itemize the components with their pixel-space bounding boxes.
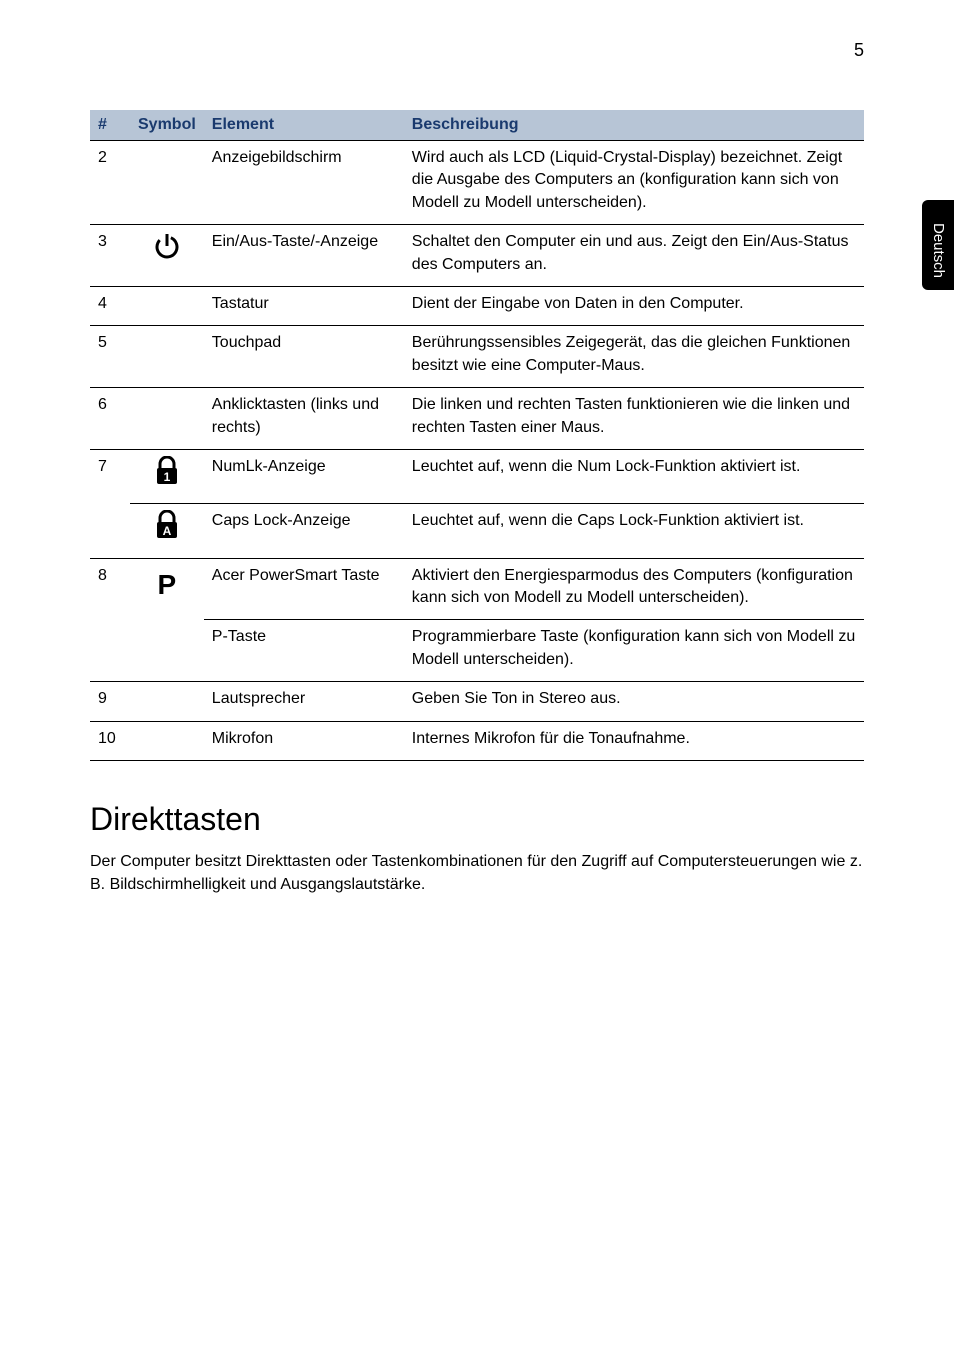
cell-symbol [130, 326, 204, 388]
cell-desc: Aktiviert den Energiesparmodus des Compu… [404, 558, 864, 620]
components-table: # Symbol Element Beschreibung 2 Anzeigeb… [90, 110, 864, 761]
cell-element: Lautsprecher [204, 682, 404, 721]
cell-num: 6 [90, 388, 130, 450]
cell-symbol [130, 286, 204, 325]
table-row: 6 Anklicktasten (links und rechts) Die l… [90, 388, 864, 450]
cell-symbol [130, 225, 204, 287]
cell-num: 10 [90, 721, 130, 760]
cell-element: Caps Lock-Anzeige [204, 504, 404, 558]
cell-desc: Leuchtet auf, wenn die Caps Lock-Funktio… [404, 504, 864, 558]
table-row: P-Taste Programmierbare Taste (konfigura… [90, 620, 864, 682]
cell-num: 2 [90, 141, 130, 225]
cell-element: P-Taste [204, 620, 404, 682]
cell-symbol [130, 682, 204, 721]
power-icon [152, 231, 182, 268]
section-heading: Direkttasten [90, 801, 864, 838]
col-num: # [90, 110, 130, 141]
cell-symbol: 1 [130, 449, 204, 503]
table-row: 10 Mikrofon Internes Mikrofon für die To… [90, 721, 864, 760]
cell-desc: Wird auch als LCD (Liquid-Crystal-Displa… [404, 141, 864, 225]
cell-desc: Geben Sie Ton in Stereo aus. [404, 682, 864, 721]
page-number: 5 [854, 40, 864, 61]
cell-element: Anklicktasten (links und rechts) [204, 388, 404, 450]
cell-element: Ein/Aus-Taste/-Anzeige [204, 225, 404, 287]
table-row: 3 Ein/Aus-Taste/-Anzeige Schaltet den Co… [90, 225, 864, 287]
cell-num: 4 [90, 286, 130, 325]
cell-element: NumLk-Anzeige [204, 449, 404, 503]
language-tab: Deutsch [922, 200, 954, 290]
svg-text:1: 1 [164, 470, 171, 484]
col-desc: Beschreibung [404, 110, 864, 141]
cell-symbol: A [130, 504, 204, 558]
table-row: 7 1 NumLk-Anzeige Leuchtet auf, wenn die… [90, 449, 864, 503]
table-row: 9 Lautsprecher Geben Sie Ton in Stereo a… [90, 682, 864, 721]
table-row: 2 Anzeigebildschirm Wird auch als LCD (L… [90, 141, 864, 225]
table-row: 4 Tastatur Dient der Eingabe von Daten i… [90, 286, 864, 325]
cell-element: Anzeigebildschirm [204, 141, 404, 225]
cell-symbol [130, 721, 204, 760]
cell-symbol [130, 141, 204, 225]
table-header-row: # Symbol Element Beschreibung [90, 110, 864, 141]
cell-desc: Internes Mikrofon für die Tonaufnahme. [404, 721, 864, 760]
cell-desc: Leuchtet auf, wenn die Num Lock-Funktion… [404, 449, 864, 503]
cell-element: Touchpad [204, 326, 404, 388]
table-row: A Caps Lock-Anzeige Leuchtet auf, wenn d… [90, 504, 864, 558]
svg-text:A: A [163, 524, 172, 538]
cell-desc: Die linken und rechten Tasten funktionie… [404, 388, 864, 450]
cell-symbol [130, 388, 204, 450]
capslock-icon: A [153, 510, 181, 547]
cell-element: Tastatur [204, 286, 404, 325]
cell-num: 3 [90, 225, 130, 287]
table-row: 5 Touchpad Berührungssensibles Zeigegerä… [90, 326, 864, 388]
cell-desc: Berührungssensibles Zeigegerät, das die … [404, 326, 864, 388]
table-row: 8 P Acer PowerSmart Taste Aktiviert den … [90, 558, 864, 620]
cell-num: 9 [90, 682, 130, 721]
cell-symbol: P [130, 558, 204, 682]
cell-desc: Schaltet den Computer ein und aus. Zeigt… [404, 225, 864, 287]
numlock-icon: 1 [153, 456, 181, 493]
cell-desc: Programmierbare Taste (konfiguration kan… [404, 620, 864, 682]
col-element: Element [204, 110, 404, 141]
cell-num: 8 [90, 558, 130, 682]
cell-element: Acer PowerSmart Taste [204, 558, 404, 620]
cell-num: 7 [90, 449, 130, 558]
cell-element: Mikrofon [204, 721, 404, 760]
cell-num: 5 [90, 326, 130, 388]
section-body: Der Computer besitzt Direkttasten oder T… [90, 850, 864, 896]
p-letter-icon: P [158, 565, 177, 604]
cell-desc: Dient der Eingabe von Daten in den Compu… [404, 286, 864, 325]
col-symbol: Symbol [130, 110, 204, 141]
